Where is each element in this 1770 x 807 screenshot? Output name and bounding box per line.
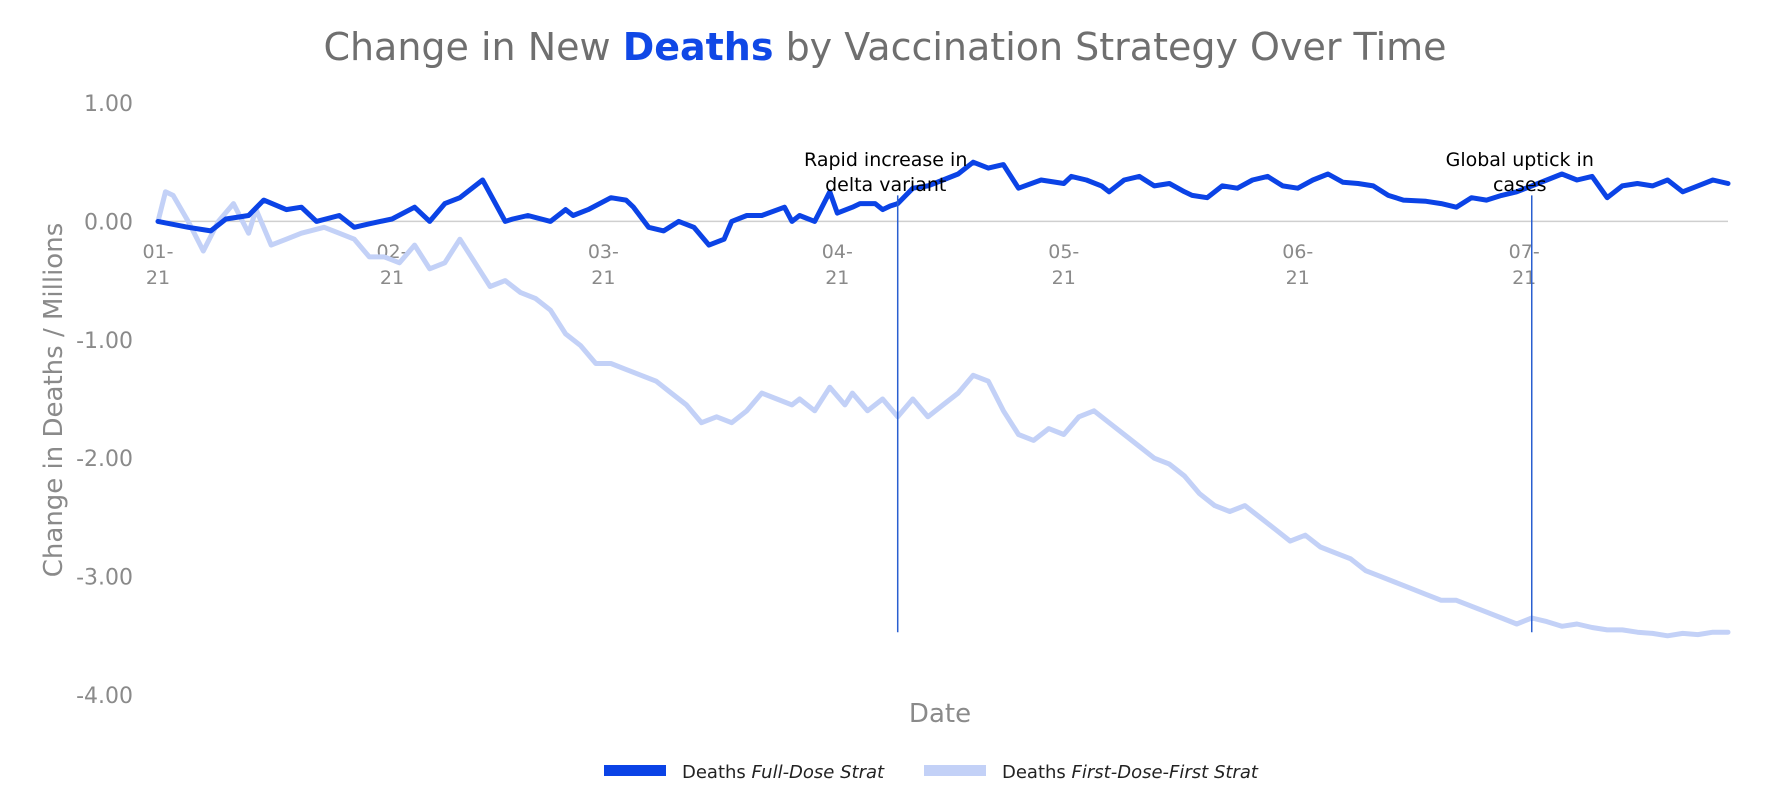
legend-label-first-dose: Deaths First-Dose-First Strat — [1002, 762, 1259, 783]
x-tick-label: 21 — [380, 267, 404, 289]
legend-swatch-full-dose — [604, 765, 666, 776]
x-tick-label: 21 — [1286, 267, 1310, 289]
annotation-text: delta variant — [825, 174, 946, 196]
legend-label-italic: Full-Dose Strat — [752, 762, 885, 783]
series-layer — [155, 159, 1731, 639]
legend-swatch-first-dose — [924, 765, 986, 776]
chart-title-suffix: by Vaccination Strategy Over Time — [773, 25, 1446, 69]
legend-label-full-dose: Deaths Full-Dose Strat — [682, 762, 885, 783]
y-axis: 1.00 0.00 -1.00 -2.00 -3.00 -4.00 — [76, 92, 133, 709]
annotations: Rapid increase in delta variant Global upt… — [804, 149, 1594, 633]
x-tick-label: 21 — [1052, 267, 1076, 289]
x-tick-label: 06- — [1282, 241, 1313, 263]
x-tick-label: 21 — [591, 267, 615, 289]
legend-label-prefix: Deaths — [1002, 762, 1072, 783]
y-tick-label: -1.00 — [76, 329, 133, 354]
y-tick-label: 1.00 — [84, 92, 133, 117]
annotation-text: Rapid increase in — [804, 149, 967, 171]
x-axis-label: Date — [909, 699, 971, 729]
annotation-text: Global uptick in — [1446, 149, 1594, 171]
series-line-first-dose — [155, 189, 1731, 639]
chart-title: Change in New Deaths by Vaccination Stra… — [323, 25, 1446, 69]
x-tick-label: 03- — [588, 241, 619, 263]
legend-label-prefix: Deaths — [682, 762, 752, 783]
legend: Deaths Full-Dose Strat Deaths First-Dose-… — [604, 762, 1259, 783]
y-tick-label: 0.00 — [84, 210, 133, 235]
x-tick-label: 07- — [1509, 241, 1540, 263]
x-tick-label: 21 — [1512, 267, 1536, 289]
x-tick-label: 21 — [825, 267, 849, 289]
y-tick-label: -4.00 — [76, 684, 133, 709]
legend-label-italic: First-Dose-First Strat — [1072, 762, 1259, 783]
x-tick-label: 05- — [1048, 241, 1079, 263]
y-tick-label: -2.00 — [76, 447, 133, 472]
y-tick-label: -3.00 — [76, 566, 133, 591]
annotation-text: cases — [1493, 174, 1547, 196]
chart-title-highlight: Deaths — [623, 25, 774, 69]
x-tick-label: 21 — [146, 267, 170, 289]
series-line-full-dose — [155, 159, 1731, 248]
x-tick-label: 01- — [142, 241, 173, 263]
chart-title-prefix: Change in New — [323, 25, 622, 69]
x-tick-label: 04- — [822, 241, 853, 263]
y-axis-label: Change in Deaths / Millions — [39, 223, 69, 578]
